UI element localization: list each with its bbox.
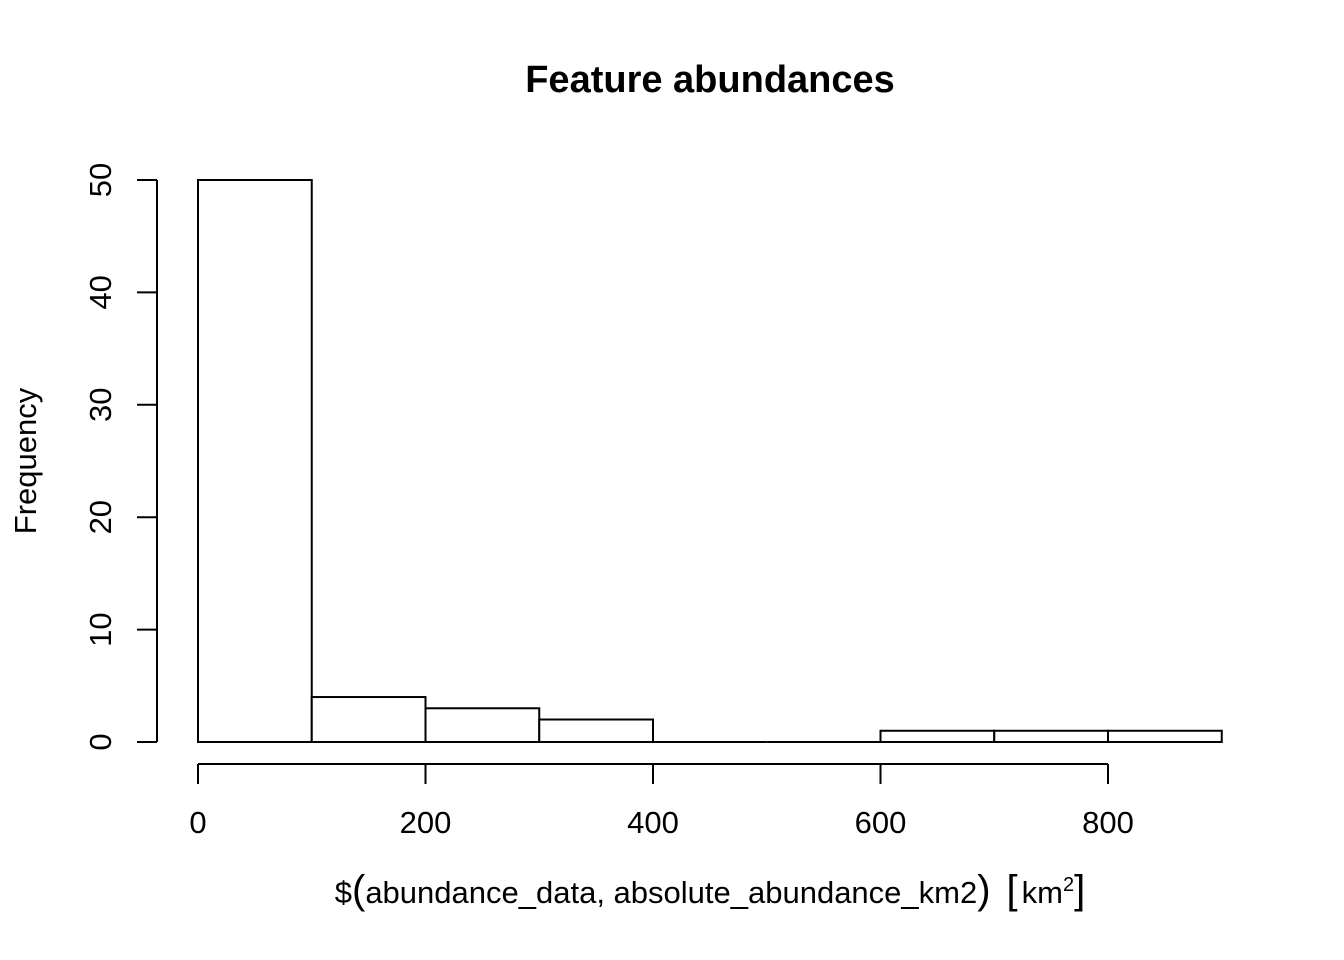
histogram-bar-8 (1107, 729, 1223, 744)
x-axis-label-unit: km (1022, 875, 1063, 910)
x-axis-label: $(abundance_data, absolute_abundance_km2… (335, 868, 1086, 912)
x-axis-label-open-paren: ( (352, 868, 366, 912)
x-tick-label-2: 400 (627, 805, 679, 840)
x-tick-label-0: 0 (189, 805, 206, 840)
chart-title: Feature abundances (525, 59, 895, 101)
x-tick-label-1: 200 (400, 805, 452, 840)
x-axis-label-close-paren: ) (977, 868, 990, 912)
x-axis: 0 200 400 600 800 (189, 763, 1134, 840)
x-tick-label-4: 800 (1082, 805, 1134, 840)
y-tick-label-0: 0 (83, 733, 118, 750)
y-tick-label-1: 10 (83, 612, 118, 646)
y-tick-label-2: 20 (83, 500, 118, 534)
histogram-bars (197, 179, 1223, 744)
y-tick-label-5: 50 (83, 163, 118, 197)
x-axis-label-unit-superscript: 2 (1063, 874, 1074, 896)
histogram-bar-2 (424, 707, 541, 744)
y-axis: 0 10 20 30 40 50 (83, 163, 158, 751)
x-axis-label-close-bracket: ] (1074, 868, 1085, 912)
x-axis-label-prefix: $ (335, 875, 352, 910)
histogram-bar-6 (879, 729, 996, 744)
y-axis-label: Frequency (8, 387, 43, 534)
y-tick-label-3: 30 (83, 388, 118, 422)
x-axis-label-body: abundance_data, absolute_abundance_km2 (365, 875, 977, 910)
histogram-bar-3 (538, 718, 654, 744)
x-axis-label-open-bracket: [ (1007, 868, 1018, 912)
y-tick-label-4: 40 (83, 275, 118, 309)
histogram-bar-1 (310, 696, 427, 743)
x-tick-label-3: 600 (855, 805, 907, 840)
histogram-bar-0 (197, 179, 313, 743)
histogram-bar-7 (993, 729, 1109, 744)
